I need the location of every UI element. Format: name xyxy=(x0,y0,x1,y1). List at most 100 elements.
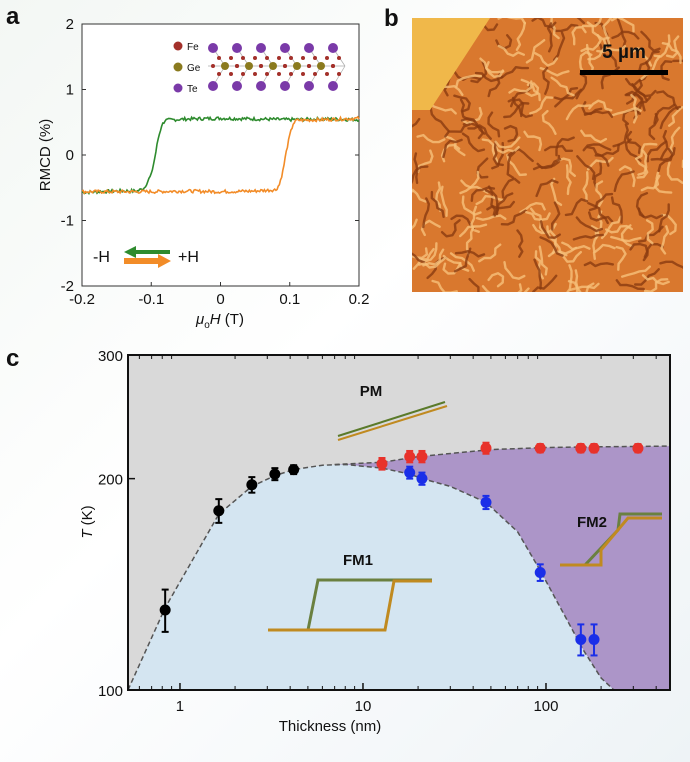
domain-stripe xyxy=(525,39,546,64)
domain-stripe xyxy=(461,106,483,125)
domain-stripe xyxy=(523,130,543,152)
domain-stripe xyxy=(455,74,483,88)
x-tick-label-c: 100 xyxy=(533,698,558,715)
domain-stripe xyxy=(422,248,445,267)
domain-stripe xyxy=(429,107,450,133)
fe-atom xyxy=(301,56,305,60)
te-atom xyxy=(304,81,314,91)
domain-stripe xyxy=(544,144,574,152)
x-tick-label-a: -0.1 xyxy=(138,291,164,308)
fe-atom xyxy=(265,72,269,76)
domain-stripe xyxy=(422,197,430,229)
domain-stripe xyxy=(553,31,566,61)
ge-atom xyxy=(269,62,277,70)
domain-stripe xyxy=(554,87,579,108)
domain-stripe xyxy=(454,250,486,258)
domain-stripe xyxy=(416,133,446,144)
domain-stripe xyxy=(512,96,533,119)
y-tick-label-a: 0 xyxy=(66,147,74,164)
ge-atom xyxy=(317,62,325,70)
domain-stripe xyxy=(478,243,502,263)
marker xyxy=(416,473,428,485)
fe-atom xyxy=(229,56,233,60)
domain-stripe xyxy=(581,18,603,28)
panel-label-b: b xyxy=(384,5,399,32)
domain-stripe xyxy=(596,45,627,53)
domain-stripe xyxy=(648,112,659,141)
domain-stripe xyxy=(681,159,683,168)
x-tick-label-a: -0.2 xyxy=(69,291,95,308)
domain-stripe xyxy=(529,96,554,115)
fm2-loop-schematic xyxy=(560,512,662,567)
domain-stripe xyxy=(418,242,438,263)
domain-stripe xyxy=(580,129,608,144)
domain-stripe xyxy=(600,215,622,240)
domain-stripe xyxy=(520,78,541,102)
domain-stripe xyxy=(444,123,471,138)
domain-stripe xyxy=(630,93,638,124)
domain-stripe xyxy=(588,211,614,223)
marker xyxy=(534,442,546,454)
domain-stripe xyxy=(658,203,670,233)
domain-stripe xyxy=(626,130,642,154)
y-tick-label-a: -2 xyxy=(61,278,74,295)
fe-atom xyxy=(241,56,245,60)
x-tick-label-a: 0.1 xyxy=(279,291,300,308)
domain-stripe xyxy=(643,278,669,292)
domain-stripe xyxy=(535,179,559,198)
domain-stripe xyxy=(660,129,669,160)
domain-stripe xyxy=(516,229,524,258)
domain-stripe xyxy=(592,243,616,260)
te-atom xyxy=(280,43,290,53)
te-atom xyxy=(304,43,314,53)
domain-stripe xyxy=(653,174,673,194)
domain-stripe xyxy=(444,135,466,157)
marker xyxy=(404,451,416,463)
domain-stripe xyxy=(420,219,441,237)
domain-stripe xyxy=(412,252,426,264)
domain-stripe xyxy=(541,109,557,135)
fe-atom xyxy=(301,72,305,76)
domain-stripe xyxy=(475,195,505,206)
domain-stripe xyxy=(583,261,614,268)
data-point-red xyxy=(376,457,388,471)
fe-atom xyxy=(217,56,221,60)
marker xyxy=(376,458,388,470)
domain-stripe xyxy=(442,254,470,272)
marker xyxy=(246,479,258,491)
domain-stripe xyxy=(576,18,586,25)
phase-diagram: 1 10 100 100 200 300 PM FM1 FM2 Thickness (nm… xyxy=(79,348,671,735)
domain-stripe xyxy=(660,225,670,255)
domain-stripe xyxy=(653,103,676,125)
domain-stripe xyxy=(575,216,603,233)
domain-stripe xyxy=(428,101,457,115)
panel-label-c: c xyxy=(6,345,19,372)
fe-atom xyxy=(325,56,329,60)
x-tick-label-a: 0 xyxy=(216,291,224,308)
domain-stripe xyxy=(531,18,557,29)
domain-stripe xyxy=(578,51,593,75)
marker xyxy=(632,442,644,454)
domain-stripe xyxy=(637,207,664,220)
data-point-red xyxy=(480,441,492,455)
legend-minus-h: -H xyxy=(93,249,110,266)
domain-stripe xyxy=(640,55,661,80)
arrow-right-orange-icon xyxy=(124,254,171,268)
atom-legend-label: Fe xyxy=(187,42,199,53)
domain-stripe xyxy=(503,261,526,280)
domain-stripe xyxy=(508,80,533,94)
domain-stripe xyxy=(576,155,596,180)
ge-atom xyxy=(293,62,301,70)
marker xyxy=(269,468,281,480)
domain-stripe xyxy=(440,185,448,217)
domain-stripe xyxy=(459,170,480,195)
domain-stripe xyxy=(453,94,471,113)
domain-stripe xyxy=(487,111,501,138)
marker xyxy=(575,634,587,646)
te-atom xyxy=(232,81,242,91)
domain-stripe xyxy=(510,98,525,118)
data-point-red xyxy=(534,442,546,454)
domain-stripe xyxy=(440,219,461,238)
marker xyxy=(480,496,492,508)
domain-stripe xyxy=(620,224,634,248)
